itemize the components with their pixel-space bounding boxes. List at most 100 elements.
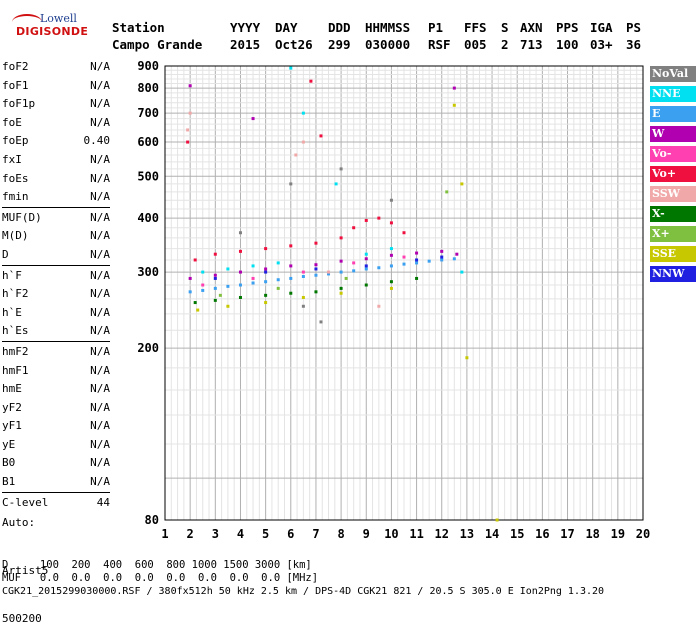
data-point <box>188 111 192 115</box>
data-point <box>389 198 393 202</box>
param-name: foF1 <box>2 78 29 92</box>
param-name: fxI <box>2 152 22 166</box>
data-point <box>289 276 293 280</box>
ionogram-plot: 1 2 3 4 5 6 7 8 9 10 11 12 13 14 15 16 17 18 19 20802003004… <box>137 59 650 541</box>
data-point <box>314 273 318 277</box>
logo-brand-bottom: DIGISONDE <box>16 25 89 38</box>
param-value: N/A <box>90 400 110 414</box>
param-row: h`F N/A <box>2 267 110 286</box>
auto-artist: Artist5 <box>2 564 49 577</box>
data-point <box>226 304 230 308</box>
header-row2-cell: 03+ <box>590 37 613 52</box>
data-point <box>264 267 268 271</box>
data-point <box>364 218 368 222</box>
data-point <box>364 257 368 261</box>
data-point <box>251 276 255 280</box>
legend-entry: NNW <box>650 266 696 282</box>
data-point <box>465 356 469 360</box>
data-point <box>276 286 280 290</box>
x-tick-label: 10 <box>384 527 398 541</box>
data-point <box>344 276 348 280</box>
param-row: B0 N/A <box>2 454 110 473</box>
x-tick-label: 20 <box>636 527 650 541</box>
data-point <box>301 275 305 279</box>
y-tick-label: 600 <box>137 135 159 149</box>
param-row: foF1p N/A <box>2 95 110 114</box>
legend-entry: X- <box>650 206 696 222</box>
data-point <box>186 128 190 132</box>
legend-entry: SSW <box>650 186 696 202</box>
data-point <box>377 266 381 270</box>
data-point <box>251 281 255 285</box>
data-point <box>301 270 305 274</box>
data-point <box>264 270 268 274</box>
header-row1-cell: DAY <box>275 20 298 35</box>
param-name: foF1p <box>2 97 36 111</box>
x-tick-label: 13 <box>460 527 474 541</box>
param-value: 44 <box>96 495 110 509</box>
data-point <box>339 259 343 263</box>
param-value: N/A <box>90 268 110 282</box>
y-tick-label: 500 <box>137 169 159 183</box>
auto-label: Auto: <box>2 516 36 529</box>
data-point <box>339 270 343 274</box>
header-row1-cell: PS <box>626 20 642 35</box>
param-name: B1 <box>2 475 16 489</box>
header-row1-cell: DDD <box>328 20 351 35</box>
data-point <box>352 269 356 273</box>
param-name: yF1 <box>2 419 22 433</box>
param-row: D N/A <box>2 246 110 265</box>
param-value: N/A <box>90 210 110 224</box>
param-name: hmE <box>2 382 22 396</box>
param-name: yE <box>2 437 16 451</box>
data-point <box>289 244 293 248</box>
data-point <box>460 182 464 186</box>
y-tick-label: 700 <box>137 106 159 120</box>
data-point <box>339 236 343 240</box>
x-tick-label: 4 <box>237 527 244 541</box>
data-point <box>188 290 192 294</box>
x-tick-label: 5 <box>262 527 269 541</box>
header-row1-cell: HHMMSS <box>365 20 411 35</box>
param-value: N/A <box>90 437 110 451</box>
data-point <box>495 518 499 522</box>
parameter-list: foF2 N/A foF1 N/A foF1p N/A foE N/A foEp 0.40 fxI N… <box>2 58 110 512</box>
data-point <box>301 140 305 144</box>
data-point <box>213 273 217 277</box>
x-tick-label: 2 <box>187 527 194 541</box>
data-point <box>389 221 393 225</box>
y-tick-label: 400 <box>137 211 159 225</box>
param-row: yE N/A <box>2 436 110 455</box>
x-tick-label: 1 <box>161 527 168 541</box>
x-tick-label: 7 <box>312 527 319 541</box>
header-row2-cell: 2 <box>501 37 509 52</box>
param-name: M(D) <box>2 229 29 243</box>
data-point <box>196 308 200 312</box>
param-value: N/A <box>90 115 110 129</box>
data-point <box>294 153 298 157</box>
data-point <box>377 216 381 220</box>
header-row1-cell: IGA <box>590 20 613 35</box>
header-row2-cell: 36 <box>626 37 642 52</box>
data-point <box>402 255 406 259</box>
header-row1-cell: FFS <box>464 20 487 35</box>
logo-swoosh-icon <box>12 14 42 30</box>
data-point <box>445 190 449 194</box>
data-point <box>213 252 217 256</box>
logo-brand-top: Lowell <box>40 12 77 25</box>
param-row: foE N/A <box>2 114 110 133</box>
header-row2-cell: 299 <box>328 37 351 52</box>
digisonde-logo: Lowell DIGISONDE <box>6 10 88 46</box>
data-point <box>314 263 318 267</box>
data-point <box>226 267 230 271</box>
param-row: MUF(D) N/A <box>2 209 110 228</box>
param-name: C-level <box>2 495 49 509</box>
param-name: foE <box>2 115 22 129</box>
data-point <box>352 261 356 265</box>
y-tick-label: 800 <box>137 81 159 95</box>
data-point <box>364 264 368 268</box>
x-tick-label: 6 <box>287 527 294 541</box>
auto-code: 500200 <box>2 612 42 625</box>
param-value: N/A <box>90 305 110 319</box>
data-point <box>455 252 459 256</box>
